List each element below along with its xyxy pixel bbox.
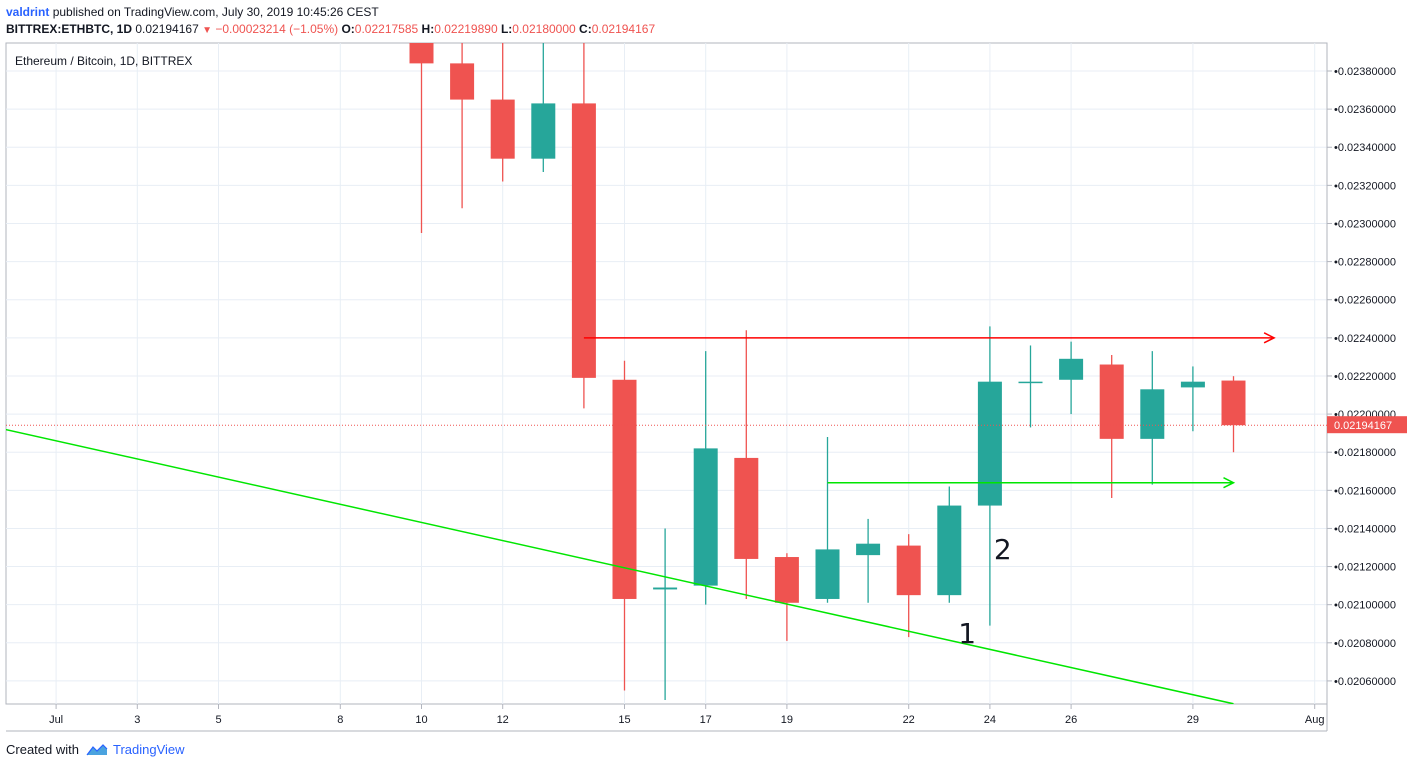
price-tick-label: •0.02100000 [1334,600,1396,612]
candle-body [409,43,434,64]
candle-body [937,505,962,596]
time-tick-label: 26 [1065,714,1077,726]
last-price: 0.02194167 [135,22,199,36]
time-tick-label: 19 [781,714,793,726]
candle-body [531,103,556,159]
time-tick-label: 3 [134,714,140,726]
time-tick-label: 17 [700,714,712,726]
price-tick-label: •0.02220000 [1334,371,1396,383]
candle-body [1180,381,1205,388]
low-label: L: [500,22,513,36]
close-value: 0.02194167 [591,22,656,36]
price-tick-label: •0.02060000 [1334,676,1396,688]
time-tick-label: 8 [337,714,343,726]
candle-body [896,545,921,596]
published-text: published on TradingView.com, July 30, 2… [52,5,379,19]
time-tick-label: 5 [215,714,221,726]
tradingview-link[interactable]: TradingView [113,742,185,757]
footer: Created with TradingView [6,742,185,757]
grid [6,43,1327,704]
candle-body [977,381,1002,506]
high-label: H: [421,22,435,36]
author-link[interactable]: valdrint [6,5,50,19]
candles [409,43,1246,700]
price-tick-label: •0.02180000 [1334,447,1396,459]
price-tick-label: •0.02360000 [1334,104,1396,116]
candle-body [693,448,718,586]
candle-body [1140,389,1165,439]
candle-body [1018,381,1043,384]
price-tick-label: •0.02320000 [1334,180,1396,192]
close-label: C: [579,22,592,36]
wave-label: 1 [958,617,976,650]
price-tick-label: •0.02080000 [1334,638,1396,650]
candle-body [490,99,515,159]
arrowhead-icon [1223,477,1236,489]
time-tick-label: Aug [1305,714,1325,726]
last-price-badge-label: 0.02194167 [1334,420,1392,432]
arrowhead-icon [1263,332,1276,344]
candle-body [571,103,596,378]
price-tick-label: •0.02260000 [1334,295,1396,307]
candle-body [774,557,799,603]
time-axis[interactable]: Jul 3 5 8 10 12 15 17 19 22 24 26 29 Aug [49,704,1324,726]
price-tick-label: •0.02280000 [1334,257,1396,269]
price-tick-label: •0.02240000 [1334,333,1396,345]
wave-label: 2 [994,533,1012,566]
candle-body [1221,380,1246,426]
candle-body [612,379,637,599]
tradingview-logo-icon [86,744,108,756]
drawings: 12 [6,332,1276,704]
down-arrow-icon: ▼ [202,25,212,36]
time-tick-label: 29 [1187,714,1199,726]
last-price-marker: 0.02194167 [6,416,1407,434]
candle-body [815,549,840,599]
candle-body [734,457,759,559]
time-tick-label: Jul [49,714,63,726]
low-value: 0.02180000 [512,22,576,36]
symbol-info: BITTREX:ETHBTC, 1D 0.02194167 ▼ −0.00023… [6,22,655,36]
candle-body [1059,358,1084,380]
time-tick-label: 24 [984,714,996,726]
price-tick-label: •0.02340000 [1334,142,1396,154]
candle-body [1099,364,1124,439]
price-axis[interactable]: •0.02060000 •0.02080000 •0.02100000 •0.0212… [1327,66,1396,688]
open-label: O: [341,22,355,36]
last-price-badge [1327,416,1407,434]
time-tick-label: 10 [415,714,427,726]
chart-title: Ethereum / Bitcoin, 1D, BITTREX [15,54,192,68]
publish-info: valdrint published on TradingView.com, J… [6,5,379,19]
candle-body [856,543,881,556]
open-value: 0.02217585 [354,22,419,36]
candle-body [653,587,678,590]
support-trendline [6,428,1234,704]
price-tick-label: •0.02300000 [1334,218,1396,230]
price-tick-label: •0.02160000 [1334,485,1396,497]
candle-body [450,63,475,100]
created-with-text: Created with [6,742,79,757]
price-change: −0.00023214 (−1.05%) [215,22,339,36]
price-tick-label: •0.02380000 [1334,66,1396,78]
time-tick-label: 15 [618,714,630,726]
price-tick-label: •0.02140000 [1334,523,1396,535]
price-tick-label: •0.02120000 [1334,562,1396,574]
price-chart[interactable]: 12 •0.02060000•0.02080000•0.02100000•0.0… [0,0,1413,740]
high-value: 0.02219890 [434,22,498,36]
symbol-label: BITTREX:ETHBTC, 1D [6,22,132,36]
time-tick-label: 22 [903,714,915,726]
time-tick-label: 12 [497,714,509,726]
